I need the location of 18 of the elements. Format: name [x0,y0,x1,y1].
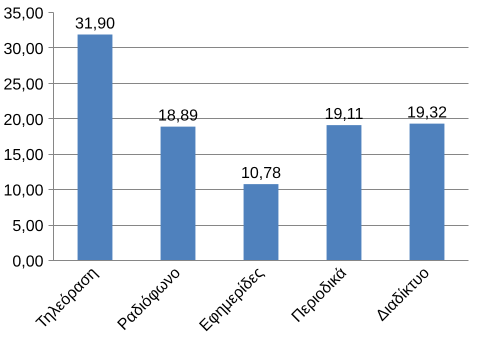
y-tick-label: 0,00 [12,254,44,270]
data-label: 10,78 [240,165,282,182]
bar [326,125,362,260]
bar [410,124,444,260]
y-tick-label: 30,00 [3,40,44,58]
data-label: 19,32 [406,104,448,122]
y-tick-label: 10,00 [3,182,44,200]
bar [78,34,112,260]
y-tick-label: 25,00 [3,76,44,94]
y-tick-label: 15,00 [3,147,44,164]
data-label: 18,89 [158,108,198,125]
data-label: 19,11 [324,106,364,124]
bar [160,126,196,260]
data-label: 31,90 [74,15,116,32]
y-tick-label: 20,00 [3,112,44,129]
bar [244,184,278,260]
y-tick-label: 5,00 [12,218,44,236]
y-tick-label: 35,00 [3,6,44,22]
